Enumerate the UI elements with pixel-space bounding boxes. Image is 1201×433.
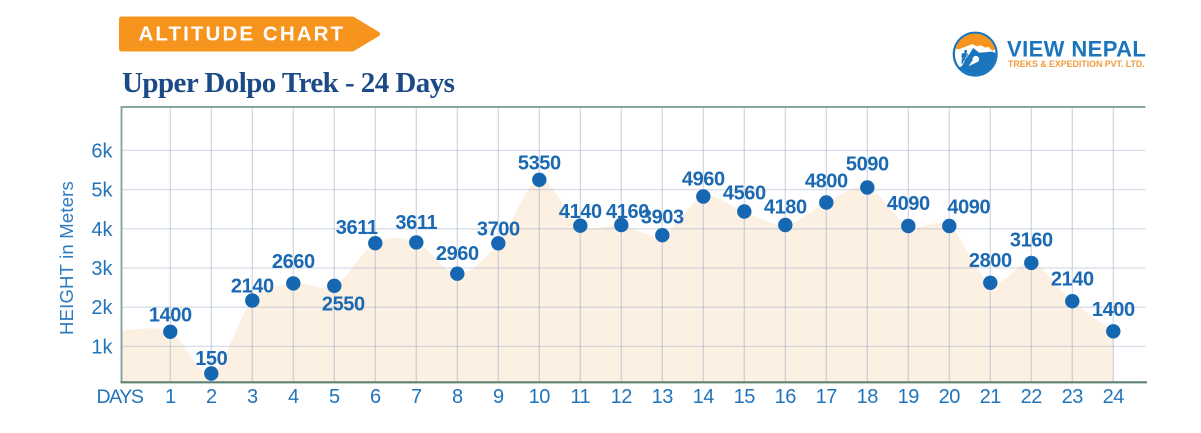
svg-text:5350: 5350 bbox=[518, 153, 561, 175]
svg-text:1400: 1400 bbox=[149, 305, 192, 327]
svg-text:4090: 4090 bbox=[947, 197, 990, 219]
svg-text:5090: 5090 bbox=[846, 153, 889, 175]
svg-text:13: 13 bbox=[652, 386, 674, 408]
svg-text:20: 20 bbox=[939, 386, 961, 408]
svg-text:3611: 3611 bbox=[336, 217, 378, 239]
svg-text:4k: 4k bbox=[91, 219, 113, 241]
svg-text:16: 16 bbox=[775, 386, 797, 408]
svg-text:3160: 3160 bbox=[1010, 230, 1053, 252]
svg-text:3611: 3611 bbox=[395, 212, 437, 234]
svg-text:4960: 4960 bbox=[682, 168, 725, 190]
svg-text:1k: 1k bbox=[91, 336, 113, 358]
svg-text:VIEW NEPAL: VIEW NEPAL bbox=[1007, 37, 1146, 62]
svg-text:19: 19 bbox=[898, 386, 920, 408]
svg-text:DAYS: DAYS bbox=[96, 386, 143, 408]
svg-text:12: 12 bbox=[611, 386, 633, 408]
svg-text:9: 9 bbox=[493, 386, 504, 408]
svg-text:4160: 4160 bbox=[606, 201, 649, 223]
svg-text:24: 24 bbox=[1103, 386, 1125, 408]
svg-text:1: 1 bbox=[165, 386, 176, 408]
svg-text:2: 2 bbox=[206, 386, 217, 408]
svg-text:18: 18 bbox=[857, 386, 879, 408]
svg-text:22: 22 bbox=[1021, 386, 1043, 408]
svg-text:2800: 2800 bbox=[969, 250, 1012, 272]
svg-text:21: 21 bbox=[980, 386, 1002, 408]
svg-text:ALTITUDE CHART: ALTITUDE CHART bbox=[139, 22, 346, 45]
svg-text:8: 8 bbox=[452, 386, 463, 408]
svg-text:2550: 2550 bbox=[322, 293, 365, 315]
svg-text:4: 4 bbox=[288, 386, 299, 408]
svg-text:TREKS & EXPEDITION PVT. LTD.: TREKS & EXPEDITION PVT. LTD. bbox=[1008, 59, 1145, 69]
svg-text:1400: 1400 bbox=[1092, 299, 1135, 321]
svg-text:3: 3 bbox=[247, 386, 258, 408]
svg-text:2140: 2140 bbox=[1051, 268, 1094, 290]
svg-text:6k: 6k bbox=[91, 140, 113, 162]
svg-text:6: 6 bbox=[370, 386, 381, 408]
svg-text:14: 14 bbox=[693, 386, 715, 408]
svg-text:HEIGHT in Meters: HEIGHT in Meters bbox=[56, 181, 77, 335]
svg-text:4090: 4090 bbox=[887, 193, 930, 215]
svg-text:10: 10 bbox=[529, 386, 551, 408]
svg-text:5: 5 bbox=[329, 386, 340, 408]
svg-text:2960: 2960 bbox=[436, 243, 479, 265]
svg-text:3700: 3700 bbox=[477, 219, 520, 241]
svg-text:23: 23 bbox=[1062, 386, 1084, 408]
svg-text:4140: 4140 bbox=[559, 201, 602, 223]
svg-text:4800: 4800 bbox=[805, 171, 848, 193]
svg-text:3k: 3k bbox=[91, 258, 113, 280]
svg-text:5k: 5k bbox=[91, 180, 113, 202]
svg-text:4560: 4560 bbox=[723, 183, 766, 205]
svg-text:3903: 3903 bbox=[641, 206, 684, 228]
svg-text:17: 17 bbox=[816, 386, 838, 408]
svg-text:150: 150 bbox=[195, 348, 227, 370]
svg-text:2140: 2140 bbox=[231, 276, 274, 298]
svg-text:15: 15 bbox=[734, 386, 756, 408]
svg-text:Upper Dolpo Trek - 24 Days: Upper Dolpo Trek - 24 Days bbox=[122, 67, 455, 99]
svg-text:2660: 2660 bbox=[272, 251, 315, 273]
svg-text:4180: 4180 bbox=[764, 197, 807, 219]
svg-text:7: 7 bbox=[411, 386, 422, 408]
svg-text:11: 11 bbox=[570, 386, 590, 408]
svg-text:2k: 2k bbox=[91, 297, 113, 319]
